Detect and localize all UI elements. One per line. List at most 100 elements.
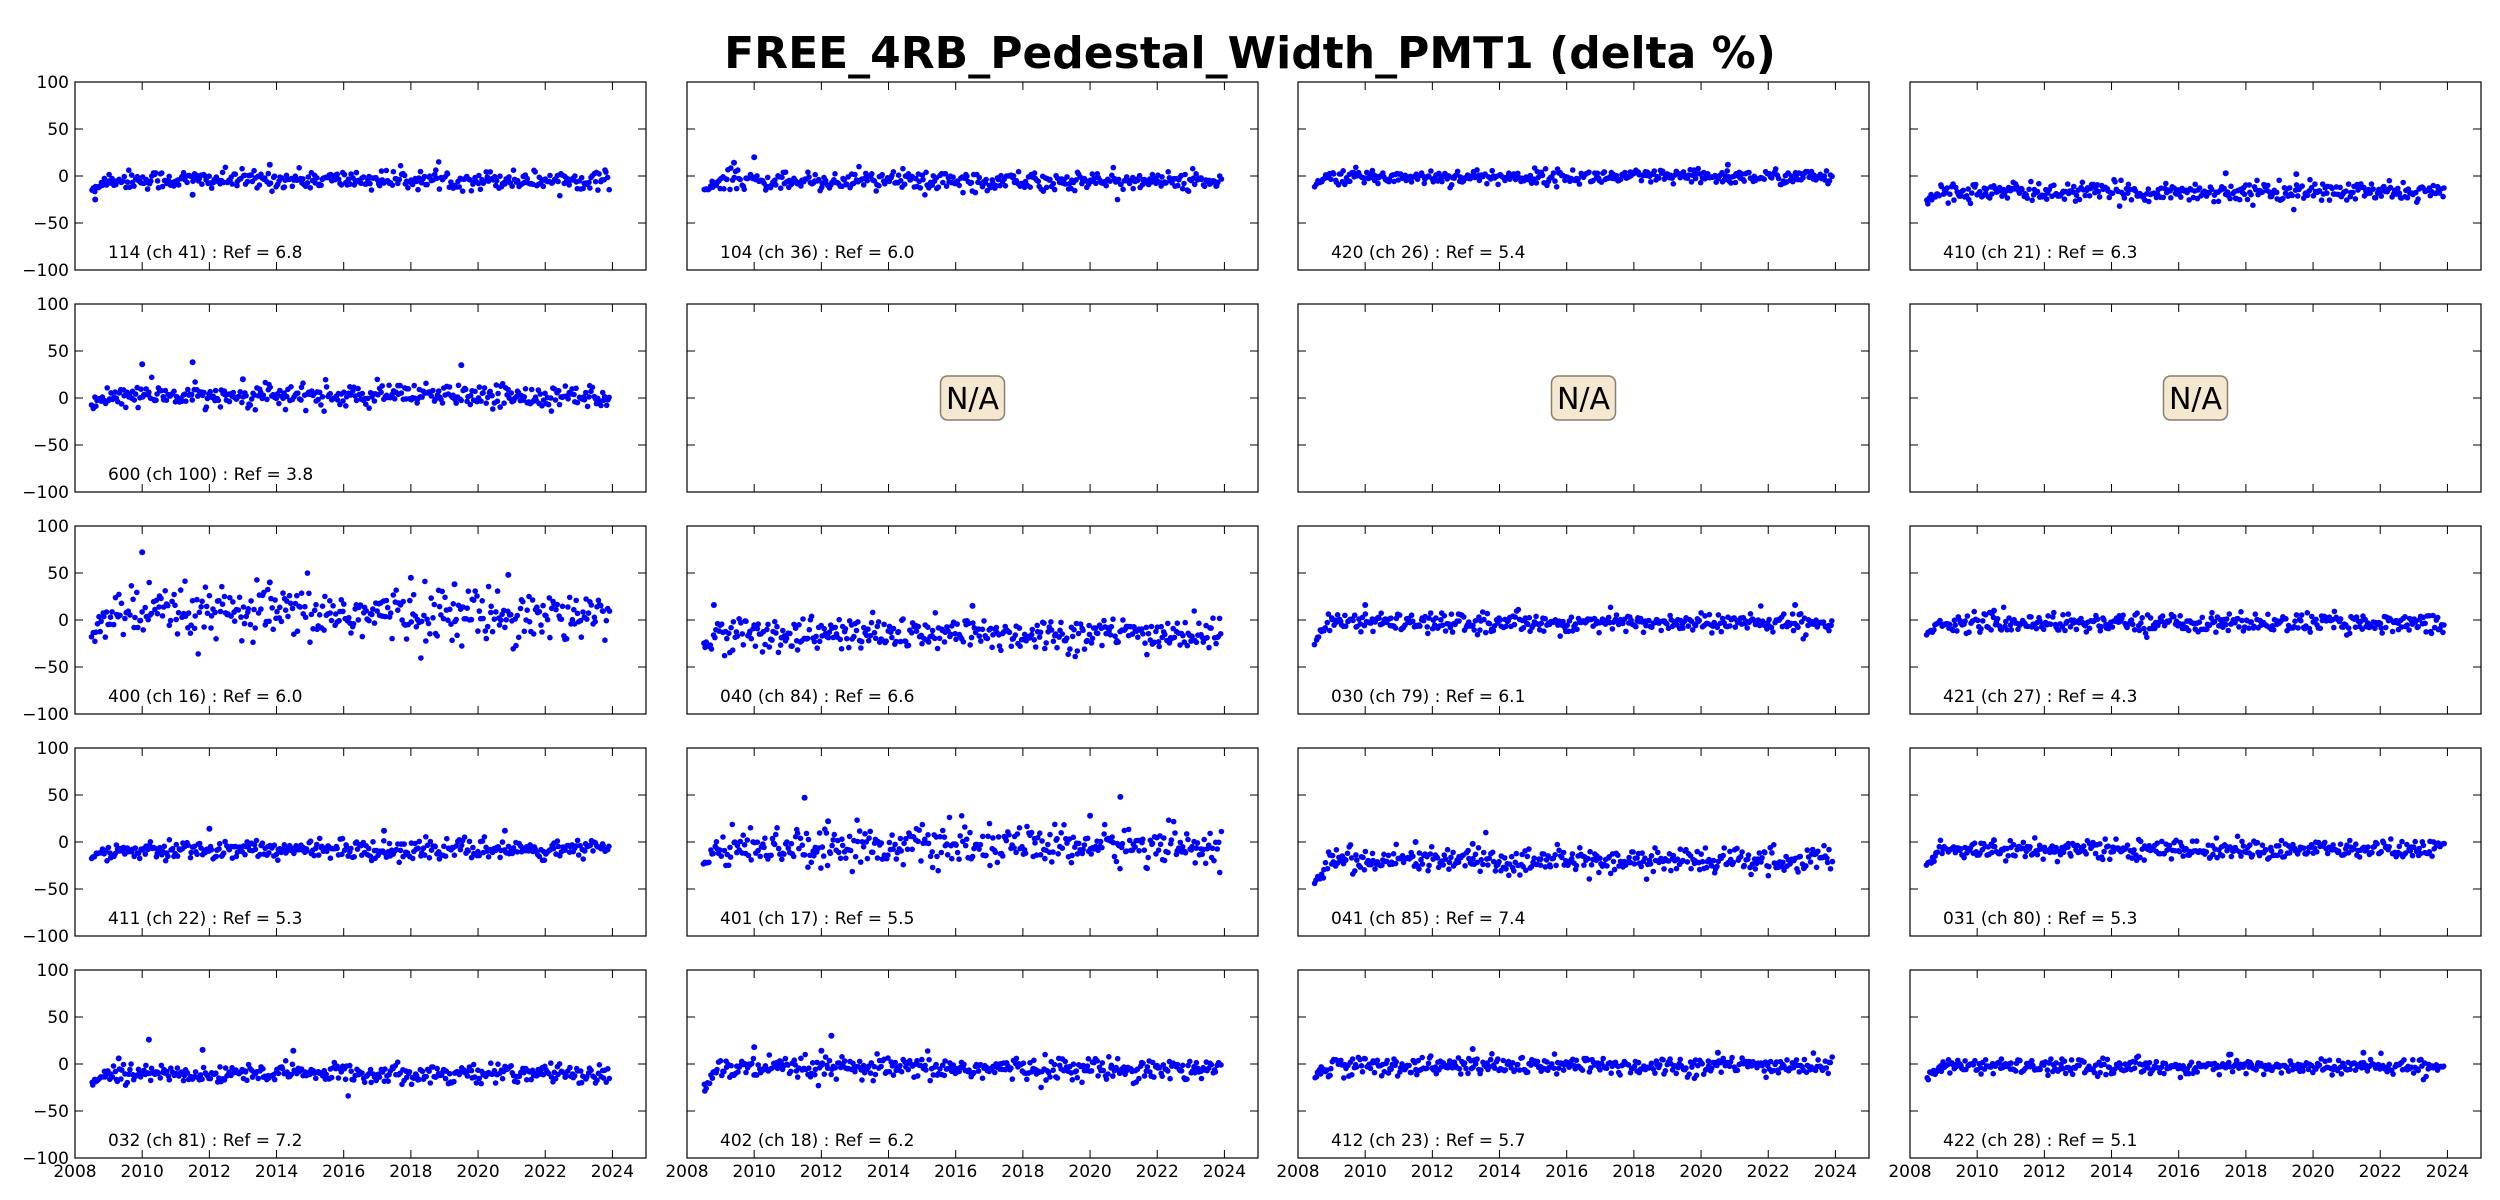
- data-point: [390, 592, 397, 598]
- data-point: [2381, 183, 2387, 190]
- data-point: [1537, 862, 1544, 868]
- data-point: [2171, 613, 2177, 620]
- data-point: [183, 398, 189, 405]
- data-point: [606, 186, 612, 193]
- data-point: [1097, 838, 1104, 845]
- data-point: [323, 384, 330, 390]
- data-point: [433, 167, 439, 173]
- data-point: [819, 844, 826, 850]
- panel-12: 421 (ch 27) : Ref = 4.3: [1909, 525, 2482, 715]
- data-point: [1492, 868, 1499, 874]
- data-point: [1994, 616, 2001, 622]
- data-point: [1051, 186, 1058, 193]
- data-point: [465, 588, 472, 594]
- data-point: [566, 182, 572, 188]
- data-point: [425, 620, 432, 627]
- data-point: [925, 840, 932, 847]
- data-point: [777, 642, 784, 648]
- data-point: [2064, 181, 2071, 187]
- data-point: [925, 832, 931, 838]
- data-point: [278, 618, 285, 625]
- data-point: [1094, 630, 1101, 637]
- data-point: [1330, 171, 1337, 177]
- data-point: [1553, 184, 1560, 190]
- data-point: [122, 615, 128, 622]
- data-point: [1983, 186, 1990, 192]
- data-point: [1024, 823, 1030, 830]
- data-point: [1706, 611, 1713, 618]
- data-point: [271, 173, 278, 179]
- data-point: [427, 173, 433, 179]
- data-point: [1597, 855, 1603, 862]
- data-point: [1765, 872, 1772, 879]
- data-point: [173, 616, 179, 623]
- data-point: [1081, 646, 1088, 652]
- data-point: [1609, 626, 1616, 632]
- data-point: [2299, 183, 2305, 189]
- data-point: [327, 610, 334, 616]
- data-point: [1140, 836, 1146, 843]
- data-point: [92, 188, 98, 195]
- data-point: [954, 849, 961, 856]
- y-tick-label: −50: [33, 214, 69, 234]
- data-point: [950, 174, 956, 180]
- data-point: [393, 587, 400, 593]
- data-point: [185, 610, 192, 616]
- data-point: [1577, 845, 1583, 851]
- data-point: [1196, 620, 1202, 627]
- data-point: [271, 842, 278, 848]
- data-point: [405, 386, 412, 392]
- data-point: [1638, 177, 1645, 184]
- data-point: [1605, 614, 1612, 621]
- data-point: [2294, 193, 2301, 199]
- data-point: [2147, 615, 2154, 621]
- data-point: [334, 397, 341, 403]
- data-point: [1821, 842, 1827, 849]
- data-point: [1136, 172, 1143, 179]
- data-point: [602, 637, 608, 643]
- data-point: [2291, 206, 2297, 213]
- data-point: [313, 601, 319, 608]
- data-point: [1375, 180, 1381, 187]
- data-point: [2236, 196, 2243, 203]
- data-point: [824, 862, 831, 869]
- data-point: [547, 634, 553, 641]
- data-point: [578, 174, 585, 181]
- data-point: [2131, 627, 2138, 633]
- data-point: [1076, 840, 1082, 847]
- data-point: [345, 176, 352, 182]
- data-point: [2225, 627, 2231, 634]
- data-point: [455, 382, 462, 389]
- data-point: [1050, 638, 1057, 645]
- data-point: [740, 832, 746, 838]
- data-point: [1421, 180, 1428, 187]
- data-point: [1158, 623, 1164, 630]
- data-point: [846, 833, 853, 840]
- data-point: [1168, 837, 1175, 843]
- data-point: [565, 396, 571, 402]
- data-point: [1439, 178, 1445, 185]
- data-point: [206, 173, 212, 179]
- data-point: [1615, 852, 1621, 858]
- data-point: [423, 638, 429, 644]
- y-tick-label: 50: [47, 564, 69, 584]
- data-point: [1465, 847, 1471, 854]
- data-point: [1042, 645, 1048, 652]
- data-point: [470, 844, 476, 851]
- data-point: [1696, 617, 1702, 624]
- data-point: [1185, 188, 1192, 194]
- data-point: [259, 840, 266, 846]
- data-point: [1362, 848, 1369, 855]
- data-point: [1633, 623, 1639, 630]
- data-point: [319, 603, 326, 609]
- data-point: [923, 169, 929, 176]
- data-point: [366, 617, 372, 624]
- data-point: [774, 623, 780, 630]
- outlier-point: [266, 161, 273, 168]
- panel-label: 420 (ch 26) : Ref = 5.4: [1331, 243, 1525, 263]
- data-point: [1823, 168, 1830, 174]
- data-point: [265, 586, 271, 593]
- data-point: [433, 175, 440, 182]
- data-point: [265, 170, 272, 177]
- data-point: [2226, 611, 2233, 617]
